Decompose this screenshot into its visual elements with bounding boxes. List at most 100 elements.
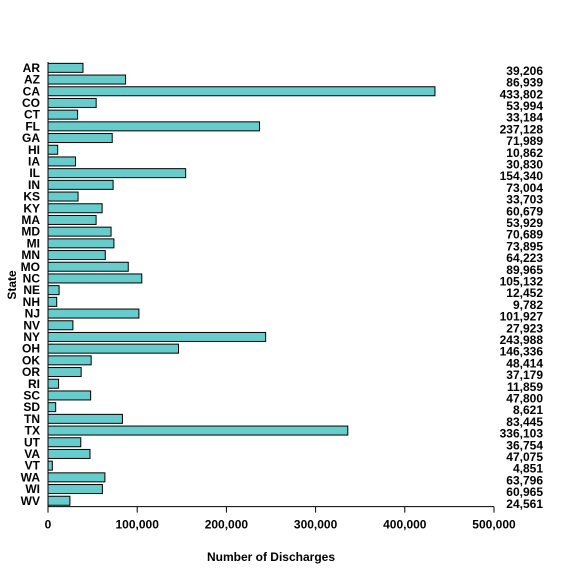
bar-nh: [47, 296, 58, 307]
bar-ok: [47, 355, 92, 366]
value-label-nh: 9,782: [513, 298, 543, 312]
bar-fl: [47, 121, 261, 132]
bar-sd: [47, 402, 57, 413]
bar-or: [47, 367, 82, 378]
bar-ca: [47, 86, 436, 97]
bar-ia: [47, 156, 77, 167]
category-label-ca: CA: [23, 84, 41, 98]
value-label-ri: 11,859: [507, 380, 543, 394]
bar-ma: [47, 214, 97, 225]
category-label-sc: SC: [23, 388, 40, 402]
value-label-tx: 336,103: [500, 427, 544, 441]
category-label-oh: OH: [22, 342, 40, 356]
category-label-ok: OK: [22, 353, 40, 367]
bar-ga: [47, 133, 113, 144]
value-label-ut: 36,754: [506, 438, 543, 452]
category-label-nh: NH: [23, 295, 40, 309]
category-label-ri: RI: [28, 377, 40, 391]
x-tick-label: 200,000: [205, 518, 249, 532]
value-label-ne: 12,452: [506, 286, 543, 300]
value-label-nj: 101,927: [500, 310, 544, 324]
x-tick-label: 0: [45, 518, 52, 532]
category-label-co: CO: [22, 96, 40, 110]
value-label-oh: 146,336: [500, 345, 544, 359]
category-label-wv: WV: [21, 494, 40, 508]
category-label-vt: VT: [25, 459, 41, 473]
value-label-sc: 47,800: [506, 391, 543, 405]
bar-mn: [47, 250, 106, 261]
value-label-vt: 4,851: [513, 462, 543, 476]
bar-wv: [47, 495, 71, 506]
value-label-ct: 33,184: [506, 111, 543, 125]
category-label-md: MD: [21, 225, 40, 239]
category-label-il: IL: [29, 166, 40, 180]
category-label-tx: TX: [25, 424, 40, 438]
category-label-tn: TN: [24, 412, 40, 426]
category-label-sd: SD: [23, 400, 40, 414]
category-label-mi: MI: [27, 236, 40, 250]
y-axis-title: State: [5, 270, 19, 300]
category-label-ny: NY: [23, 330, 40, 344]
category-label-ma: MA: [21, 213, 40, 227]
category-label-ar: AR: [23, 61, 41, 75]
value-label-co: 53,994: [506, 99, 543, 113]
x-tick-label: 400,000: [383, 518, 427, 532]
value-label-wi: 60,965: [506, 485, 543, 499]
value-label-in: 73,004: [506, 181, 543, 195]
value-label-fl: 237,128: [500, 122, 544, 136]
category-label-ga: GA: [22, 131, 40, 145]
bar-tn: [47, 413, 123, 424]
category-labels: ARAZCACOCTFLGAHIIAILINKSKYMAMDMIMNMONCNE…: [21, 61, 41, 508]
value-label-mn: 64,223: [506, 251, 543, 265]
category-label-az: AZ: [24, 73, 40, 87]
bar-wa: [47, 472, 106, 483]
value-label-mo: 89,965: [506, 263, 543, 277]
bar-vt: [47, 460, 53, 471]
bar-mo: [47, 261, 129, 272]
value-label-ga: 71,989: [506, 134, 543, 148]
value-label-sd: 8,621: [513, 403, 543, 417]
bar-sc: [47, 390, 92, 401]
value-label-il: 154,340: [500, 169, 544, 183]
category-label-hi: HI: [28, 143, 40, 157]
value-label-wv: 24,561: [506, 497, 543, 511]
category-label-wa: WA: [21, 470, 41, 484]
bar-in: [47, 179, 114, 190]
value-label-ok: 48,414: [506, 356, 543, 370]
bar-il: [47, 168, 187, 179]
value-label-tn: 83,445: [506, 415, 543, 429]
category-label-mo: MO: [21, 260, 40, 274]
bar-oh: [47, 343, 180, 354]
value-label-ia: 30,830: [506, 157, 543, 171]
category-label-ut: UT: [24, 435, 41, 449]
category-label-nj: NJ: [25, 307, 40, 321]
value-label-ny: 243,988: [500, 333, 544, 347]
bar-tx: [47, 425, 349, 436]
bar-ar: [47, 62, 84, 73]
bar-ut: [47, 437, 82, 448]
value-label-nv: 27,923: [506, 321, 543, 335]
value-label-az: 86,939: [506, 76, 543, 90]
category-label-ks: KS: [23, 190, 40, 204]
bar-hi: [47, 144, 59, 155]
bar-nj: [47, 308, 140, 319]
category-label-nv: NV: [23, 318, 40, 332]
bar-co: [47, 97, 97, 108]
bar-az: [47, 74, 127, 85]
value-label-md: 70,689: [506, 228, 543, 242]
bar-ne: [47, 285, 60, 296]
category-label-ia: IA: [28, 154, 40, 168]
value-label-wa: 63,796: [506, 473, 543, 487]
category-label-ne: NE: [23, 283, 40, 297]
value-label-hi: 10,862: [506, 146, 543, 160]
value-label-or: 37,179: [506, 368, 543, 382]
category-label-va: VA: [24, 447, 40, 461]
bar-ky: [47, 203, 103, 214]
category-label-ky: KY: [23, 201, 40, 215]
bar-nc: [47, 273, 143, 284]
bars-group: [47, 62, 436, 506]
bar-ny: [47, 331, 267, 342]
x-axis: 0 100,000 200,000 300,000 400,000 500,000: [45, 62, 516, 532]
bar-ri: [47, 378, 60, 389]
